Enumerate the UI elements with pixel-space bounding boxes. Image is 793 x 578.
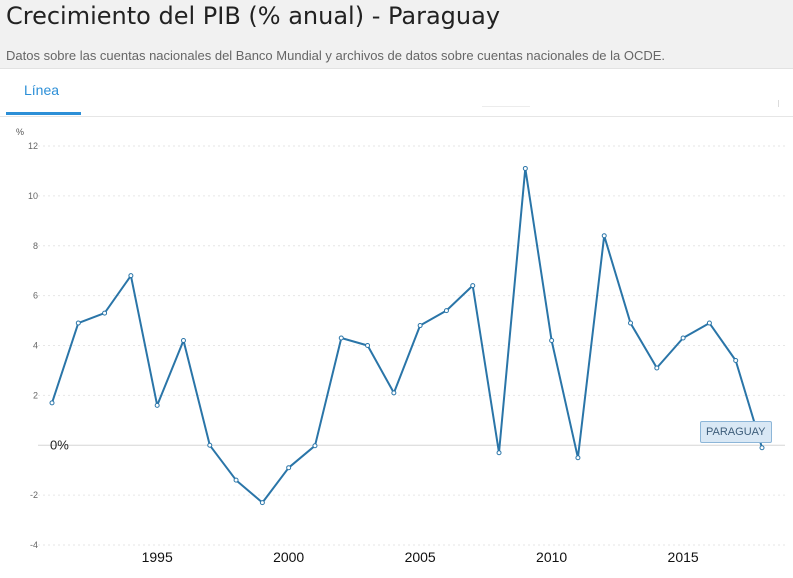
grid-lines (38, 145, 785, 546)
tab-bar: Línea (0, 69, 793, 117)
data-point (312, 443, 318, 449)
chart-card: Línea (0, 68, 793, 578)
data-point (654, 365, 660, 371)
y-axis-ticks: 12 10 8 6 4 2 0% -2 -4 (28, 141, 69, 550)
y-tick-label: 8 (33, 241, 38, 251)
y-tick-label: 4 (33, 341, 38, 351)
y-tick-label: 12 (28, 141, 38, 151)
data-point (680, 335, 686, 341)
y-tick-label: 2 (33, 390, 38, 400)
page-title: Crecimiento del PIB (% anual) - Paraguay (6, 2, 501, 30)
y-tick-label: 10 (28, 191, 38, 201)
data-point (75, 320, 81, 326)
y-tick-label: -2 (30, 490, 38, 500)
y-tick-label: 6 (33, 291, 38, 301)
data-point (417, 323, 423, 329)
data-point (575, 455, 581, 461)
data-point (102, 310, 108, 316)
data-point (443, 308, 449, 314)
data-point (628, 320, 634, 326)
tab-line[interactable]: Línea (6, 69, 81, 115)
data-point (706, 320, 712, 326)
data-point (470, 283, 476, 289)
x-tick-label: 2015 (668, 549, 699, 565)
data-point (207, 442, 213, 448)
x-axis-ticks: 1995 2000 2005 2010 2015 (142, 549, 699, 565)
data-point (233, 477, 239, 483)
y-tick-label: 0% (50, 437, 69, 452)
data-point (601, 233, 607, 239)
data-point (259, 500, 265, 506)
data-point (49, 400, 55, 406)
y-axis-unit-label: % (16, 127, 24, 137)
x-tick-label: 2000 (273, 549, 304, 565)
y-tick-label: -4 (30, 540, 38, 550)
tab-bar-tick (778, 100, 779, 107)
data-point (154, 402, 160, 408)
data-point (338, 335, 344, 341)
data-point (759, 445, 765, 451)
data-point (180, 338, 186, 344)
page-subtitle: Datos sobre las cuentas nacionales del B… (6, 48, 666, 63)
data-point (522, 165, 528, 171)
data-point (286, 465, 292, 471)
tab-divider (482, 106, 530, 107)
data-point (733, 357, 739, 363)
series-tooltip: PARAGUAY (700, 421, 772, 443)
series-line-paraguay (51, 167, 763, 504)
x-tick-label: 1995 (142, 549, 173, 565)
series-points (49, 165, 765, 506)
data-point (128, 273, 134, 279)
tab-line-label: Línea (24, 82, 60, 98)
data-point (391, 390, 397, 396)
x-tick-label: 2005 (405, 549, 436, 565)
x-tick-label: 2010 (536, 549, 567, 565)
data-point (365, 343, 371, 348)
data-point (496, 450, 502, 456)
data-point (549, 338, 555, 344)
